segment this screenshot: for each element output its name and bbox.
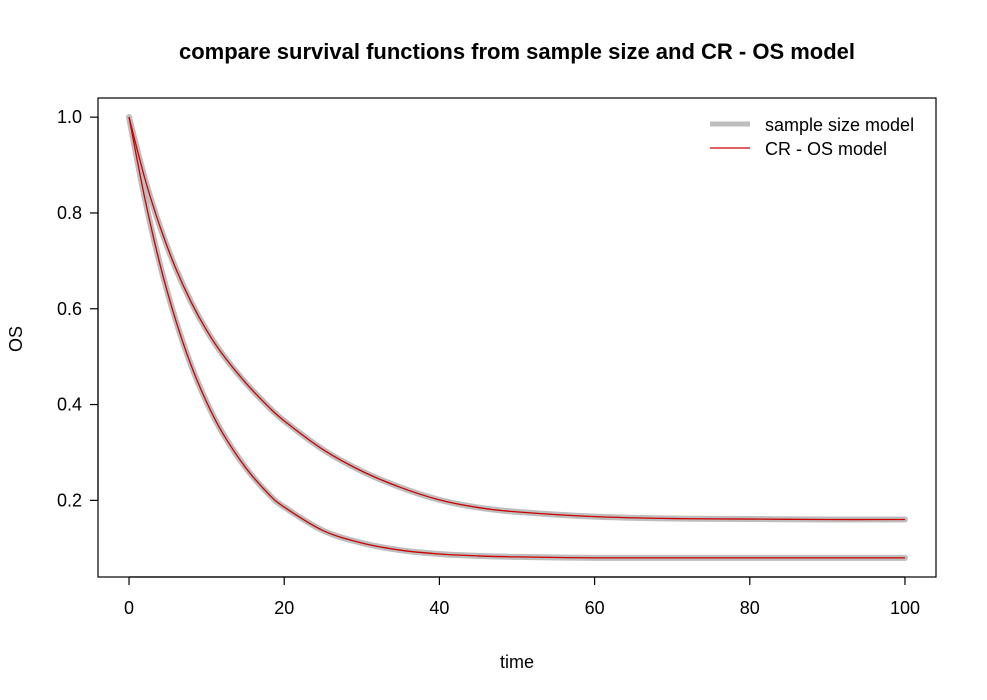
legend: sample size model CR - OS model — [710, 115, 914, 159]
sample-size-model-curve-1 — [126, 114, 908, 523]
cr-os-model-curve-2 — [128, 117, 905, 559]
y-tick-label: 0.8 — [57, 203, 82, 223]
y-tick-label: 1.0 — [57, 107, 82, 127]
x-tick-label: 40 — [429, 598, 449, 618]
sample-size-model-curve-2 — [126, 114, 908, 561]
x-tick-label: 80 — [740, 598, 760, 618]
x-tick-label: 20 — [274, 598, 294, 618]
y-axis: 0.2 0.4 0.6 0.8 1.0 — [57, 107, 99, 510]
legend-label-sample-size: sample size model — [765, 115, 914, 135]
curves — [126, 114, 908, 561]
legend-label-cr-os: CR - OS model — [765, 139, 887, 159]
x-tick-label: 100 — [890, 598, 920, 618]
x-axis: 0 20 40 60 80 100 — [124, 576, 920, 618]
y-tick-label: 0.4 — [57, 395, 82, 415]
chart-title: compare survival functions from sample s… — [179, 39, 855, 64]
y-axis-label: OS — [6, 326, 26, 352]
y-tick-label: 0.6 — [57, 299, 82, 319]
plot-frame — [97, 97, 937, 578]
y-tick-label: 0.2 — [57, 490, 82, 510]
x-tick-label: 0 — [124, 598, 134, 618]
x-tick-label: 60 — [585, 598, 605, 618]
cr-os-model-curve-1 — [128, 116, 905, 521]
x-axis-label: time — [500, 652, 534, 672]
